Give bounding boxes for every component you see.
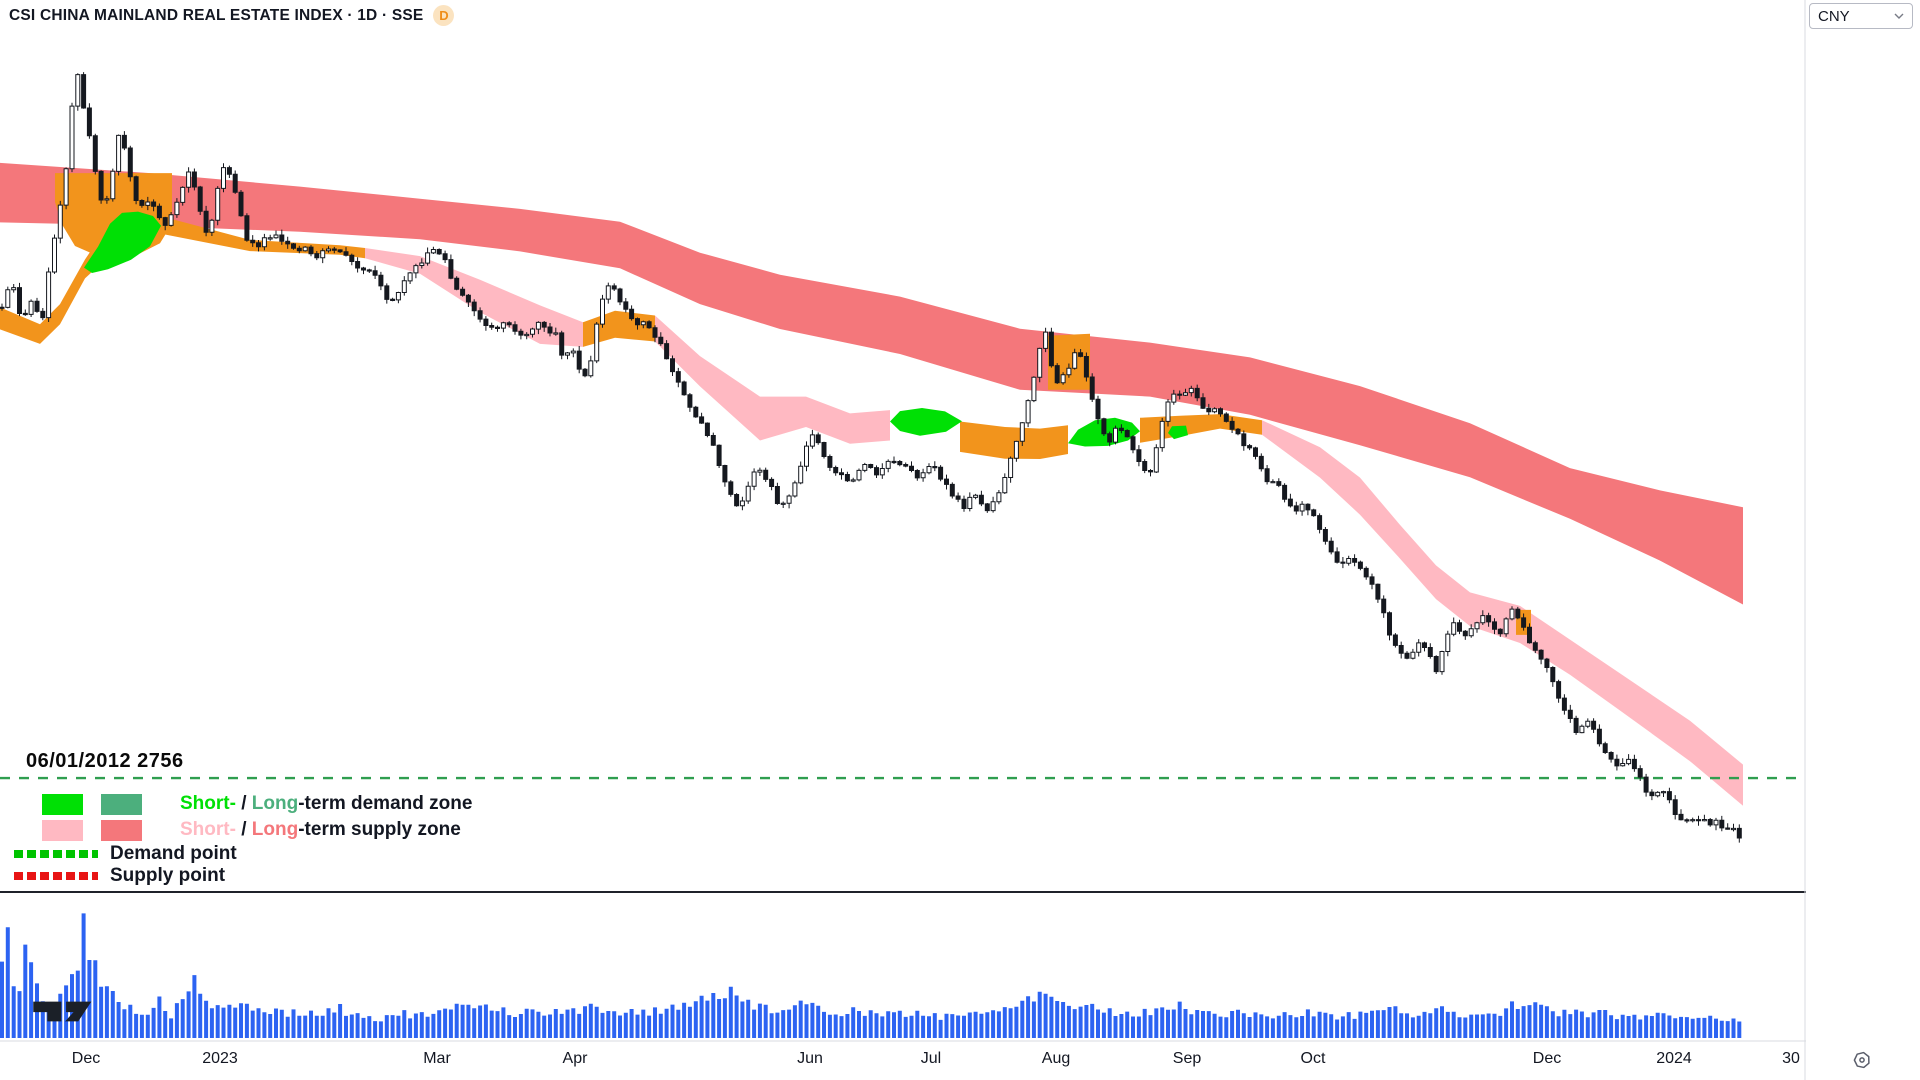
legend-label: Short- / Long-term supply zone — [180, 819, 461, 840]
legend-dotted-swatch — [14, 872, 98, 880]
time-tick-label: Jul — [920, 1050, 942, 1067]
green-zone-dec — [84, 211, 161, 273]
time-tick-label: Mar — [423, 1050, 451, 1067]
legend-label: Demand point — [110, 843, 237, 864]
time-tick-label: Dec — [1532, 1050, 1562, 1067]
price-axis-panel[interactable]: CNY — [1806, 0, 1920, 1080]
time-tick-label: Jun — [797, 1050, 823, 1067]
legend-row: Short- / Long-term demand zone — [0, 791, 472, 817]
short-term-zone-band — [0, 207, 1743, 806]
symbol-header[interactable]: CSI CHINA MAINLAND REAL ESTATE INDEX · 1… — [9, 5, 455, 26]
long-term-supply-band — [0, 162, 1743, 605]
demand-point-label: 06/01/2012 2756 — [26, 750, 184, 773]
green-zone-sep — [1168, 425, 1188, 440]
legend-row: Short- / Long-term supply zone — [0, 817, 472, 843]
time-tick-label: 2023 — [202, 1050, 238, 1067]
time-tick-label: 2024 — [1656, 1050, 1692, 1067]
legend-zone-swatch — [101, 793, 142, 815]
legend-label: Supply point — [110, 865, 226, 886]
legend-row: Demand point — [0, 843, 472, 865]
indicator-legend: Short- / Long-term demand zone Short- / L… — [0, 791, 472, 887]
tradingview-logo-icon[interactable] — [28, 996, 106, 1026]
legend-dotted-swatch — [14, 850, 98, 858]
green-zone-aug-left — [890, 408, 962, 436]
legend-zone-swatch — [101, 819, 142, 841]
chevron-down-icon — [1894, 13, 1904, 19]
legend-row: Supply point — [0, 865, 472, 887]
legend-label: Short- / Long-term demand zone — [180, 793, 473, 814]
orange-zone-aug — [1048, 333, 1090, 390]
time-tick-label: Dec — [71, 1050, 101, 1067]
time-tick-label: Sep — [1172, 1050, 1202, 1067]
time-tick-label: Oct — [1300, 1050, 1326, 1067]
currency-label: CNY — [1818, 7, 1850, 25]
symbol-title: CSI CHINA MAINLAND REAL ESTATE INDEX · 1… — [9, 6, 424, 24]
time-tick-label: 30 — [1782, 1050, 1800, 1067]
settings-gear-icon[interactable] — [1848, 1046, 1876, 1074]
time-tick-label: Aug — [1041, 1050, 1071, 1067]
time-tick-label: Apr — [562, 1050, 588, 1067]
currency-selector[interactable]: CNY — [1809, 3, 1913, 29]
legend-zone-swatch — [42, 819, 83, 841]
legend-zone-swatch — [42, 793, 83, 815]
volume-series — [0, 913, 1742, 1038]
candlestick-series — [0, 72, 1742, 843]
interval-badge[interactable]: D — [433, 5, 455, 26]
